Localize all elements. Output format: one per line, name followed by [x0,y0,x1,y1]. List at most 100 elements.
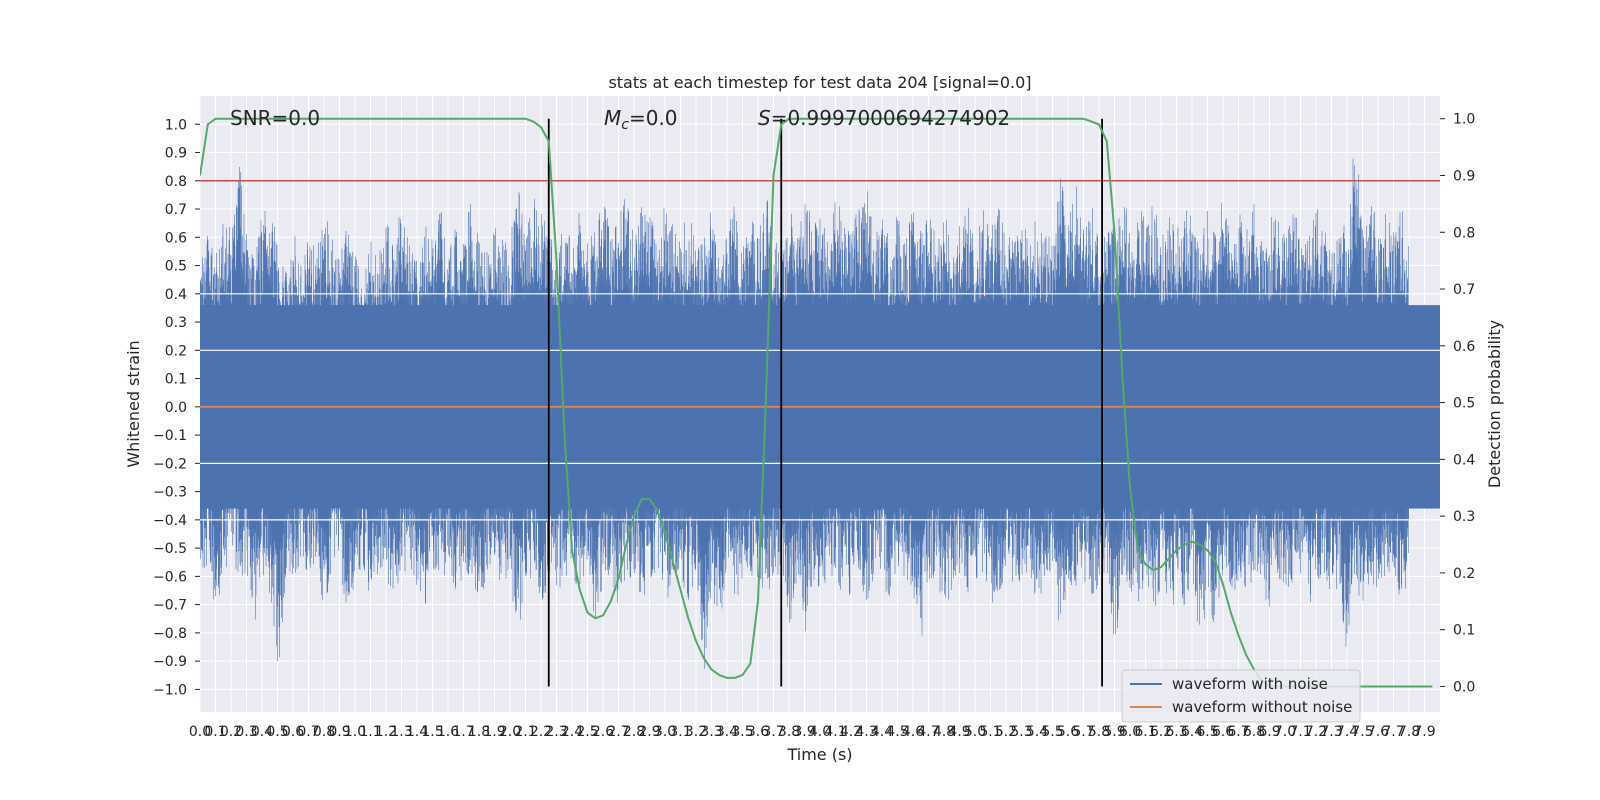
detection-probability-line [200,117,1433,688]
x-tick-label-4: 0.4 [251,724,273,740]
y2-tick-label-7: 0.7 [1453,282,1475,298]
x-tick-label-20: 2.0 [499,724,521,740]
y-tick-label-10: 0.0 [165,400,187,416]
x-tick-label-40: 4.0 [809,724,831,740]
x-tick-label-64: 6.4 [1181,724,1203,740]
y-tick-label-9: −0.1 [153,428,187,444]
x-tick-label-50: 5.0 [964,724,986,740]
x-tick-label-5: 0.5 [266,724,288,740]
y-tick-label-11: 0.1 [165,372,187,388]
x-tick-label-34: 3.4 [716,724,738,740]
x-tick-label-21: 2.1 [514,724,536,740]
x-tick-label-60: 6.0 [1119,724,1141,740]
y-tick-label-1: −0.9 [153,654,187,670]
y-tick-label-6: −0.4 [153,513,187,529]
y2-tick-label-4: 0.4 [1453,452,1475,468]
x-tick-label-33: 3.3 [700,724,722,740]
score-symbol: S [758,106,771,130]
y-tick-label-7: −0.3 [153,485,187,501]
y2-tick-label-8: 0.8 [1453,225,1475,241]
y-tick-label-14: 0.4 [165,287,187,303]
x-tick-label-75: 7.5 [1351,724,1373,740]
chirp-mass-symbol: M [604,106,621,130]
legend: waveform with noise waveform without noi… [1121,669,1361,723]
x-tick-label-79: 7.9 [1413,724,1435,740]
y2-axis-label: Detection probability [1485,320,1504,488]
x-tick-label-10: 1.0 [344,724,366,740]
y-tick-label-19: 0.9 [165,146,187,162]
y-axis-ticks: −1.0 −0.9 −0.8 −0.7 −0.6 −0.5 −0.4 −0.3 −0.2 −0.1… [153,117,200,698]
y-tick-label-16: 0.6 [165,230,187,246]
x-tick-label-76: 7.6 [1367,724,1389,740]
x-tick-label-18: 1.8 [468,724,490,740]
x-tick-label-65: 6.5 [1196,724,1218,740]
chirp-mass-subscript: c [621,117,629,133]
x-tick-label-56: 5.6 [1057,724,1079,740]
chart-title: stats at each timestep for test data 204… [608,73,1031,92]
legend-label-waveform-with-noise: waveform with noise [1172,675,1328,693]
y2-tick-label-0: 0.0 [1453,679,1475,695]
x-tick-label-1: 0.1 [204,724,226,740]
y-tick-label-15: 0.5 [165,259,187,275]
x-tick-label-30: 3.0 [654,724,676,740]
x-tick-label-26: 2.6 [592,724,614,740]
x-tick-label-70: 7.0 [1274,724,1296,740]
y2-tick-label-2: 0.2 [1453,566,1475,582]
x-tick-label-46: 4.6 [902,724,924,740]
x-tick-label-37: 3.7 [762,724,784,740]
x-tick-label-62: 6.2 [1150,724,1172,740]
x-tick-label-6: 0.6 [282,724,304,740]
x-tick-label-3: 0.3 [235,724,257,740]
chirp-mass-annotation: Mc=0.0 [604,106,678,133]
x-tick-label-61: 6.1 [1134,724,1156,740]
legend-box [1121,669,1361,723]
y2-tick-label-10: 1.0 [1453,112,1475,128]
x-tick-label-53: 5.3 [1010,724,1032,740]
x-tick-label-63: 6.3 [1165,724,1187,740]
x-tick-label-27: 2.7 [607,724,629,740]
y2-tick-label-3: 0.3 [1453,509,1475,525]
x-tick-label-72: 7.2 [1305,724,1327,740]
x-tick-label-74: 7.4 [1336,724,1358,740]
x-tick-label-55: 5.5 [1041,724,1063,740]
x-tick-label-44: 4.4 [871,724,893,740]
snr-annotation: SNR=0.0 [230,106,320,130]
x-tick-label-29: 2.9 [638,724,660,740]
score-value: =0.9997000694274902 [771,106,1010,130]
x-tick-label-17: 1.7 [452,724,474,740]
x-tick-label-66: 6.6 [1212,724,1234,740]
y-tick-label-0: −1.0 [153,682,187,698]
x-tick-label-41: 4.1 [824,724,846,740]
x-tick-label-8: 0.8 [313,724,335,740]
y2-tick-label-6: 0.6 [1453,339,1475,355]
x-tick-label-19: 1.9 [483,724,505,740]
x-tick-label-77: 7.7 [1382,724,1404,740]
x-tick-label-9: 0.9 [328,724,350,740]
y-tick-label-12: 0.2 [165,343,187,359]
x-tick-label-15: 1.5 [421,724,443,740]
x-tick-label-24: 2.4 [561,724,583,740]
x-tick-label-58: 5.8 [1088,724,1110,740]
score-annotation: S=0.9997000694274902 [758,106,1010,130]
x-tick-label-73: 7.3 [1320,724,1342,740]
x-tick-label-78: 7.8 [1398,724,1420,740]
y-tick-label-8: −0.2 [153,456,187,472]
y-tick-label-18: 0.8 [165,174,187,190]
x-axis-ticks: 0.00.10.20.30.40.50.60.70.80.91.01.11.21… [189,724,1436,740]
y-tick-label-20: 1.0 [165,117,187,133]
x-tick-label-49: 4.9 [948,724,970,740]
y-tick-label-3: −0.7 [153,598,187,614]
x-tick-label-45: 4.5 [886,724,908,740]
x-tick-label-54: 5.4 [1026,724,1048,740]
y-tick-label-13: 0.3 [165,315,187,331]
y-tick-label-5: −0.5 [153,541,187,557]
x-tick-label-48: 4.8 [933,724,955,740]
x-tick-label-51: 5.1 [979,724,1001,740]
x-tick-label-68: 6.8 [1243,724,1265,740]
y2-tick-label-1: 0.1 [1453,623,1475,639]
legend-label-waveform-without-noise: waveform without noise [1172,698,1352,716]
overlay-lines [200,117,1440,688]
x-tick-label-42: 4.2 [840,724,862,740]
x-tick-label-35: 3.5 [731,724,753,740]
